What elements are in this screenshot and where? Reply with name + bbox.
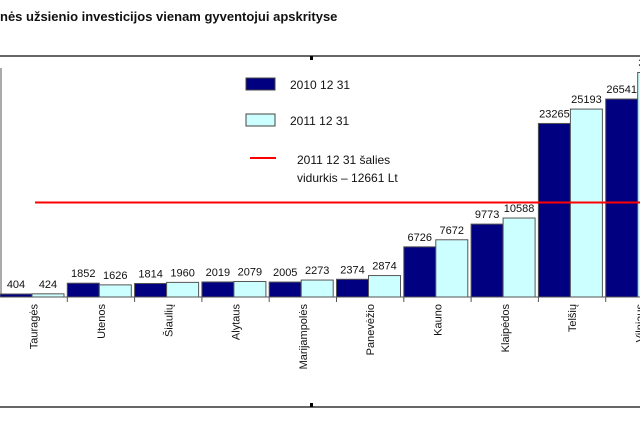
category-label: Alytaus	[231, 304, 243, 341]
bar-2010	[403, 246, 437, 298]
bar-2011	[502, 217, 536, 298]
data-label: 2005	[273, 267, 297, 279]
category-label: Utenos	[96, 304, 108, 339]
data-label: 1960	[170, 267, 194, 279]
data-label: 404	[7, 279, 25, 291]
data-label: 1852	[71, 268, 95, 280]
category-label: Telšių	[567, 304, 579, 332]
bar-2011	[300, 279, 334, 298]
bar-2011	[98, 284, 132, 298]
data-label: 30100	[638, 57, 640, 69]
frame-handle-bottom	[310, 403, 313, 407]
data-label: 9773	[475, 209, 499, 221]
data-label: 1626	[103, 270, 127, 282]
category-label: Marijampolės	[298, 304, 310, 370]
data-label: 6726	[408, 232, 432, 244]
bar-2010	[605, 98, 639, 298]
bar-2011	[233, 280, 267, 298]
legend-swatch-2011	[245, 113, 276, 127]
data-label: 2079	[238, 266, 262, 278]
category-label: Tauragės	[29, 304, 41, 350]
bar-2010	[134, 282, 168, 298]
frame-handle-top	[310, 56, 313, 60]
data-label: 10588	[504, 203, 535, 215]
category-label: Vilniaus	[634, 304, 640, 343]
legend-swatch-2010	[245, 77, 276, 91]
bar-2010	[537, 122, 571, 298]
reference-label-line1: 2011 12 31 šalies	[297, 153, 391, 167]
bar-2011	[637, 71, 640, 298]
bar-2010	[268, 281, 302, 298]
legend-label-2011: 2011 12 31	[290, 114, 350, 128]
category-label: Šiaulių	[162, 304, 175, 337]
bar-2010	[66, 282, 100, 298]
category-label: Klaipėdos	[500, 304, 512, 353]
data-label: 424	[39, 279, 57, 291]
reference-label-line2: vidurkis – 12661 Lt	[297, 171, 398, 185]
data-label: 1814	[138, 268, 162, 280]
chart-title: nės užsienio investicijos vienam gyvento…	[0, 9, 338, 24]
data-label: 25193	[571, 94, 602, 106]
data-label: 2019	[206, 267, 230, 279]
bar-2011	[368, 275, 401, 298]
data-label: 7672	[440, 225, 464, 237]
bar-2010	[470, 223, 504, 298]
bar-2011	[435, 239, 469, 298]
data-label: 23265	[539, 108, 570, 120]
bar-2011	[166, 281, 200, 298]
data-label: 2374	[340, 264, 364, 276]
data-label: 2874	[372, 261, 396, 273]
category-label: Panevėžio	[365, 304, 377, 355]
legend-label-2010: 2010 12 31	[290, 78, 351, 92]
category-label: Kauno	[432, 304, 444, 336]
bar-2010	[336, 278, 369, 298]
bar-2010	[201, 281, 235, 298]
data-label: 26541	[606, 84, 637, 96]
data-label: 2273	[305, 265, 329, 277]
